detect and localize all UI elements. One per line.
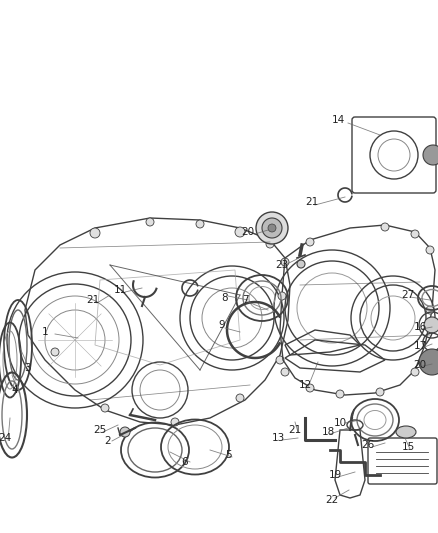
Circle shape bbox=[51, 348, 59, 356]
Text: 19: 19 bbox=[328, 470, 342, 480]
Circle shape bbox=[376, 388, 384, 396]
Ellipse shape bbox=[396, 426, 416, 438]
Circle shape bbox=[306, 238, 314, 246]
Text: 17: 17 bbox=[413, 341, 427, 351]
Circle shape bbox=[426, 306, 434, 314]
Circle shape bbox=[101, 404, 109, 412]
Text: 21: 21 bbox=[288, 425, 302, 435]
Text: 5: 5 bbox=[225, 450, 231, 460]
Circle shape bbox=[236, 394, 244, 402]
Text: 12: 12 bbox=[298, 380, 311, 390]
Text: 27: 27 bbox=[401, 290, 415, 300]
Text: 7: 7 bbox=[242, 295, 248, 305]
Text: 11: 11 bbox=[113, 285, 127, 295]
Text: 21: 21 bbox=[86, 295, 99, 305]
Text: 15: 15 bbox=[401, 442, 415, 452]
Circle shape bbox=[281, 258, 289, 266]
Text: 22: 22 bbox=[325, 495, 339, 505]
Text: 16: 16 bbox=[413, 322, 427, 332]
Text: 4: 4 bbox=[12, 385, 18, 395]
Circle shape bbox=[196, 220, 204, 228]
Text: 10: 10 bbox=[333, 418, 346, 428]
Circle shape bbox=[419, 349, 438, 375]
Circle shape bbox=[423, 145, 438, 165]
Circle shape bbox=[297, 260, 305, 268]
Circle shape bbox=[381, 223, 389, 231]
Circle shape bbox=[235, 227, 245, 237]
Text: 23: 23 bbox=[276, 260, 289, 270]
Text: 21: 21 bbox=[305, 197, 318, 207]
Circle shape bbox=[146, 218, 154, 226]
Circle shape bbox=[262, 218, 282, 238]
Circle shape bbox=[90, 228, 100, 238]
Text: 18: 18 bbox=[321, 427, 335, 437]
Text: 26: 26 bbox=[361, 440, 374, 450]
Circle shape bbox=[411, 368, 419, 376]
Text: 13: 13 bbox=[272, 433, 285, 443]
Circle shape bbox=[266, 240, 274, 248]
Text: 20: 20 bbox=[241, 227, 254, 237]
Text: 3: 3 bbox=[24, 363, 30, 373]
Text: 25: 25 bbox=[93, 425, 106, 435]
Circle shape bbox=[278, 292, 286, 300]
Text: 8: 8 bbox=[222, 293, 228, 303]
Circle shape bbox=[276, 356, 284, 364]
Circle shape bbox=[426, 246, 434, 254]
Circle shape bbox=[306, 384, 314, 392]
Text: 2: 2 bbox=[105, 436, 111, 446]
Text: 6: 6 bbox=[182, 457, 188, 467]
Circle shape bbox=[256, 212, 288, 244]
Circle shape bbox=[424, 317, 438, 333]
Text: 20: 20 bbox=[413, 360, 427, 370]
Circle shape bbox=[268, 224, 276, 232]
Circle shape bbox=[171, 418, 179, 426]
Circle shape bbox=[281, 368, 289, 376]
Text: 1: 1 bbox=[42, 327, 48, 337]
Circle shape bbox=[336, 390, 344, 398]
Text: 9: 9 bbox=[219, 320, 225, 330]
Circle shape bbox=[411, 230, 419, 238]
Text: 14: 14 bbox=[332, 115, 345, 125]
Circle shape bbox=[120, 427, 130, 437]
Text: 24: 24 bbox=[0, 433, 12, 443]
